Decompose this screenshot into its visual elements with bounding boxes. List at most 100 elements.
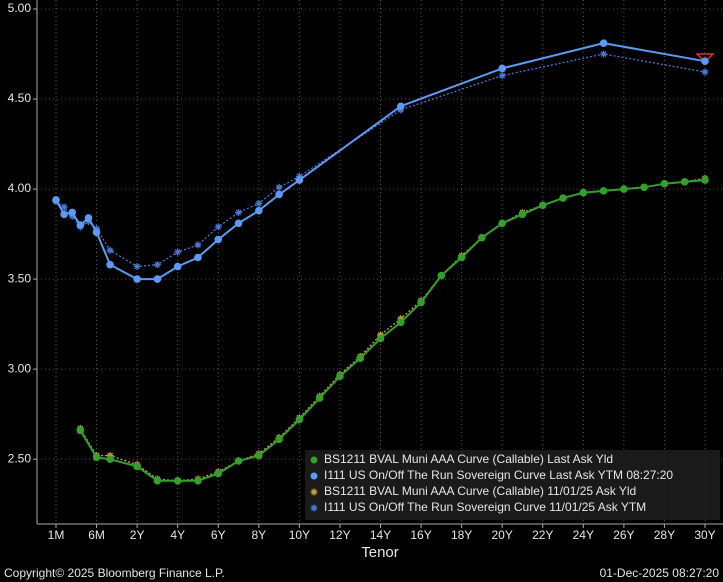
x-tick-label: 26Y: [613, 528, 634, 542]
x-tick-label: 28Y: [654, 528, 675, 542]
y-tick-label: 5.00: [8, 1, 32, 15]
data-point: [194, 476, 202, 485]
data-point: [356, 354, 365, 363]
data-point: [701, 176, 709, 184]
x-tick-label: 6Y: [211, 528, 226, 542]
legend-box: [305, 450, 720, 520]
data-point: [255, 199, 263, 207]
data-point: [396, 102, 405, 111]
x-tick-label: 16Y: [410, 528, 431, 542]
y-tick-label: 2.50: [8, 451, 32, 465]
data-point: [133, 275, 141, 283]
data-point: [234, 219, 243, 228]
data-point: [106, 455, 114, 463]
legend-marker: [310, 472, 318, 480]
data-point: [478, 233, 486, 242]
data-point: [680, 178, 689, 186]
data-point: [701, 68, 709, 76]
data-point: [437, 271, 446, 280]
data-point: [396, 318, 405, 327]
data-point: [214, 223, 222, 231]
data-point: [538, 201, 547, 210]
x-tick-label: 2Y: [130, 528, 145, 542]
data-point: [174, 248, 182, 256]
data-point: [599, 187, 608, 195]
data-point: [214, 469, 223, 478]
data-point: [376, 334, 385, 343]
footer-right: 01-Dec-2025 08:27:20: [600, 566, 720, 580]
data-point: [153, 476, 162, 485]
legend: BS1211 BVAL Muni AAA Curve (Callable) La…: [305, 450, 720, 520]
data-point: [76, 426, 85, 435]
data-point: [599, 39, 608, 48]
data-point: [214, 235, 223, 244]
alert-marker: [695, 53, 715, 64]
data-point: [68, 208, 77, 217]
data-point: [153, 261, 161, 269]
data-point: [194, 253, 202, 262]
data-point: [275, 183, 283, 191]
legend-marker: [310, 504, 318, 512]
data-point: [660, 179, 669, 188]
data-point: [173, 262, 182, 271]
data-point: [336, 372, 344, 381]
x-tick-label: 10Y: [289, 528, 310, 542]
x-tick-label: 18Y: [451, 528, 472, 542]
footer-left: Copyright© 2025 Bloomberg Finance L.P.: [4, 566, 225, 580]
x-tick-label: 14Y: [370, 528, 391, 542]
data-point: [315, 394, 324, 402]
x-tick-label: 8Y: [251, 528, 266, 542]
data-point: [255, 206, 263, 215]
data-point: [701, 57, 709, 66]
data-point: [457, 253, 466, 262]
data-point: [106, 260, 114, 269]
y-tick-label: 4.50: [8, 91, 32, 105]
data-point: [133, 263, 141, 271]
data-point: [579, 188, 588, 197]
legend-marker: [310, 456, 318, 464]
y-tick-label: 3.50: [8, 271, 32, 285]
data-point: [84, 214, 93, 222]
x-axis-title: Tenor: [361, 544, 399, 561]
legend-label: I111 US On/Off The Run Sovereign Curve 1…: [324, 500, 646, 514]
x-tick-label: 20Y: [492, 528, 513, 542]
data-point: [498, 72, 506, 80]
legend-label: BS1211 BVAL Muni AAA Curve (Callable) 11…: [324, 484, 636, 498]
y-tick-label: 3.00: [8, 361, 32, 375]
data-point: [52, 196, 60, 204]
data-point: [498, 64, 506, 73]
data-point: [620, 185, 628, 193]
data-point: [518, 210, 527, 219]
x-tick-label: 1M: [48, 528, 65, 542]
data-point: [559, 194, 567, 202]
x-tick-label: 6M: [88, 528, 105, 542]
data-point: [60, 203, 68, 211]
data-point: [255, 451, 263, 460]
x-tick-label: 4Y: [170, 528, 185, 542]
data-point: [153, 275, 162, 283]
data-point: [173, 476, 182, 485]
data-point: [92, 453, 101, 462]
data-point: [640, 183, 648, 192]
data-point: [295, 176, 304, 184]
data-point: [235, 208, 243, 216]
data-point: [60, 210, 68, 219]
data-point: [275, 435, 283, 444]
data-point: [76, 221, 85, 229]
data-point: [295, 415, 304, 424]
y-tick-label: 4.00: [8, 181, 32, 195]
data-point: [417, 298, 425, 307]
data-point: [92, 228, 101, 237]
data-point: [234, 457, 243, 465]
x-tick-label: 30Y: [694, 528, 715, 542]
data-point: [106, 246, 114, 254]
x-tick-label: 24Y: [573, 528, 594, 542]
data-point: [498, 219, 506, 228]
data-point: [600, 50, 608, 58]
legend-label: BS1211 BVAL Muni AAA Curve (Callable) La…: [324, 452, 613, 466]
legend-label: I111 US On/Off The Run Sovereign Curve L…: [324, 468, 673, 482]
legend-marker: [310, 488, 318, 496]
data-point: [194, 241, 202, 249]
